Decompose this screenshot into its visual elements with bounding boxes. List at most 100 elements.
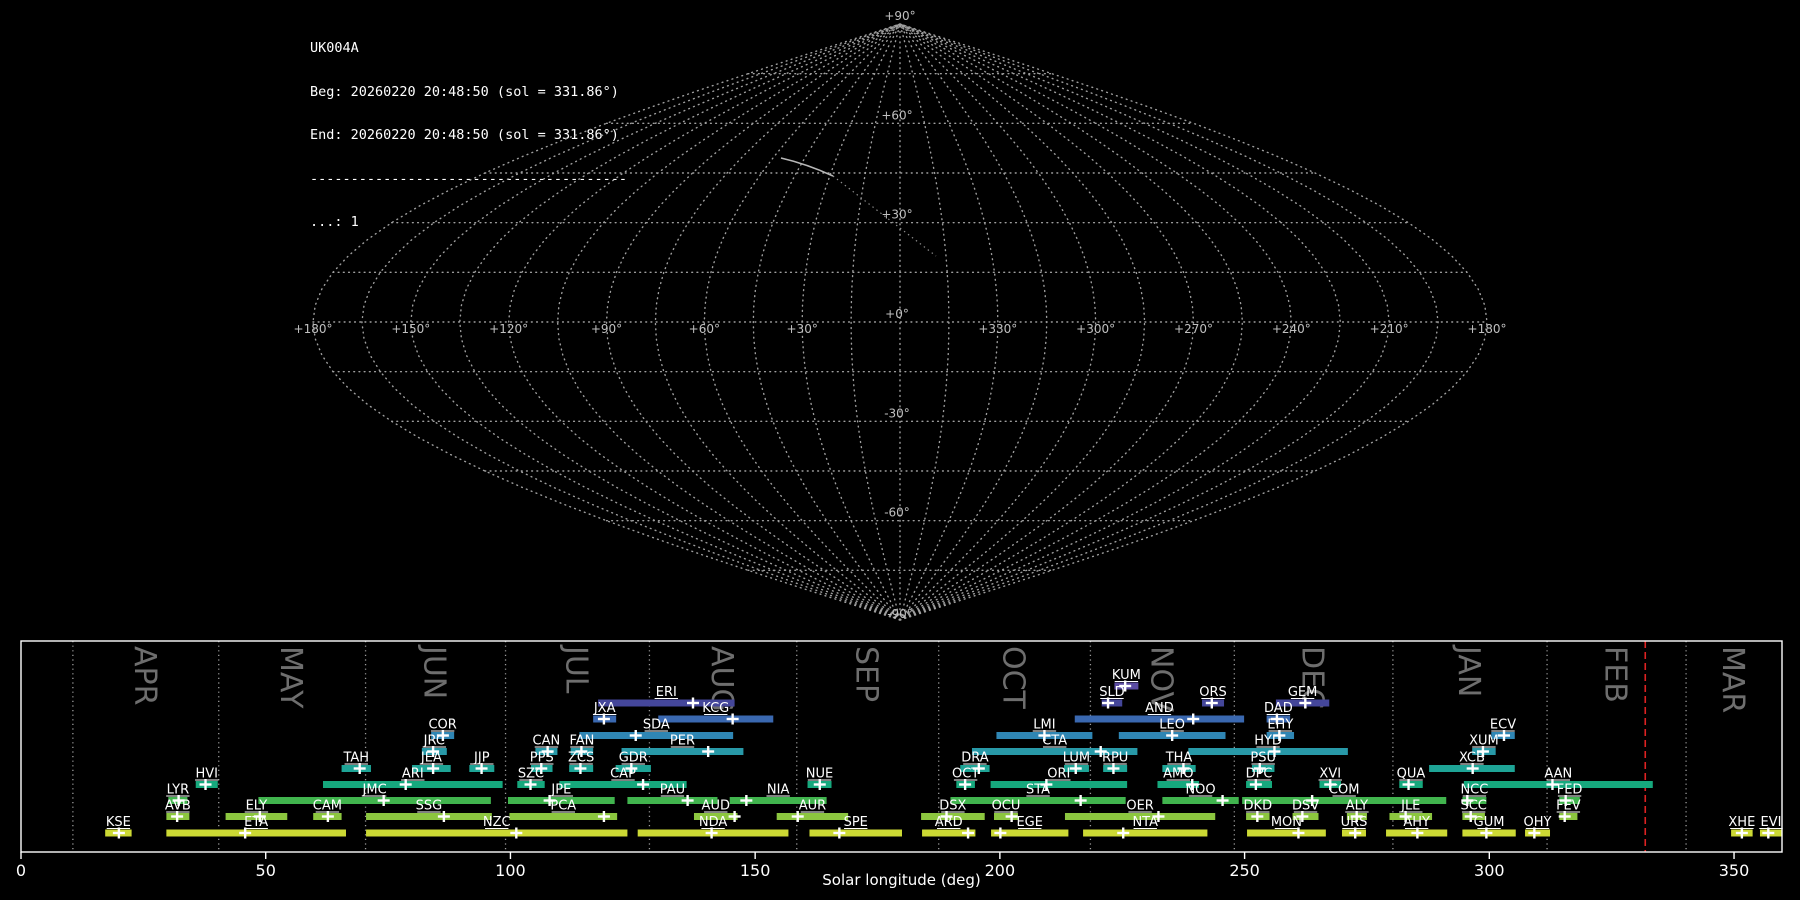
longitude-label: +150° bbox=[391, 322, 430, 336]
shower-label-DPC: DPC bbox=[1246, 767, 1273, 782]
shower-label-FEV: FEV bbox=[1556, 799, 1581, 814]
shower-bar-SDA bbox=[579, 732, 734, 739]
shower-label-NCC: NCC bbox=[1460, 783, 1488, 798]
shower-bar-ORI bbox=[990, 781, 1128, 788]
shower-label-ARI: ARI bbox=[402, 767, 424, 782]
shower-label-OCU: OCU bbox=[992, 799, 1021, 814]
shower-label-HVI: HVI bbox=[195, 767, 218, 782]
x-tick-label: 300 bbox=[1474, 861, 1505, 880]
month-label-NOV: NOV bbox=[1143, 646, 1178, 713]
meridian-line bbox=[556, 23, 901, 621]
shower-label-CAM: CAM bbox=[313, 799, 342, 814]
latitude-label: +0° bbox=[885, 307, 909, 321]
shower-label-OCT: OCT bbox=[952, 767, 979, 782]
shower-label-AUR: AUR bbox=[799, 799, 826, 814]
shower-label-ORI: ORI bbox=[1047, 767, 1070, 782]
header-separator: --------------------------------------- bbox=[310, 170, 627, 187]
shower-label-JPE: JPE bbox=[550, 783, 571, 798]
meridian-line bbox=[899, 23, 1244, 621]
meridian-line bbox=[899, 23, 1195, 621]
shower-activity-chart: APR MAY JUN JUL AUG SEP OCT NOV DEC JAN FEB MARKUME… bbox=[16, 640, 1783, 889]
meridian-line bbox=[899, 23, 999, 621]
shower-label-LMI: LMI bbox=[1033, 718, 1055, 733]
longitude-label: +180° bbox=[1468, 322, 1507, 336]
shower-label-NTA: NTA bbox=[1132, 815, 1158, 830]
shower-label-LYR: LYR bbox=[167, 783, 190, 798]
shower-label-NUE: NUE bbox=[806, 767, 833, 782]
longitude-label: +300° bbox=[1076, 322, 1115, 336]
shower-label-PPS: PPS bbox=[530, 751, 554, 766]
shower-label-XHE: XHE bbox=[1728, 815, 1755, 830]
shower-label-ALY: ALY bbox=[1346, 799, 1368, 814]
shower-label-SZC: SZC bbox=[518, 767, 544, 782]
shower-label-NDA: NDA bbox=[699, 815, 728, 830]
shower-label-JXA: JXA bbox=[593, 701, 616, 716]
shower-bar-NCC bbox=[1462, 797, 1487, 804]
shower-label-QUA: QUA bbox=[1397, 767, 1426, 782]
shower-label-JJP: JJP bbox=[473, 751, 490, 766]
meridian-line bbox=[752, 23, 901, 621]
shower-bar-CTA bbox=[971, 748, 1138, 755]
shower-label-AVB: AVB bbox=[165, 799, 191, 814]
shower-label-KSE: KSE bbox=[106, 815, 131, 830]
shower-label-JMC: JMC bbox=[362, 783, 387, 798]
shower-label-GUM: GUM bbox=[1474, 815, 1505, 830]
shower-label-DKD: DKD bbox=[1244, 799, 1273, 814]
shower-bar-STA bbox=[950, 797, 1126, 804]
meridian-line bbox=[410, 23, 901, 621]
shower-label-MON: MON bbox=[1271, 815, 1302, 830]
shower-label-THA: THA bbox=[1165, 751, 1193, 766]
shower-bar-HYD bbox=[1188, 748, 1348, 755]
meteor-trail bbox=[780, 157, 937, 257]
shower-bar-AUR bbox=[776, 813, 849, 820]
shower-label-JLE: JLE bbox=[1400, 799, 1420, 814]
shower-label-AMO: AMO bbox=[1163, 767, 1193, 782]
shower-label-PER: PER bbox=[670, 734, 695, 749]
celestial-grid bbox=[312, 23, 1488, 621]
shower-label-DSV: DSV bbox=[1292, 799, 1319, 814]
month-label-JAN: JAN bbox=[1451, 644, 1486, 697]
longitude-label: +210° bbox=[1370, 322, 1409, 336]
longitude-label: +30° bbox=[787, 322, 818, 336]
month-label-APR: APR bbox=[127, 646, 162, 705]
celestial-grid-labels: +90° -90° +60° +30° +0° -30° -60° +180° +150° +12… bbox=[294, 9, 1507, 621]
shower-label-PCA: PCA bbox=[550, 799, 576, 814]
shower-bar-JMC bbox=[258, 797, 491, 804]
shower-bar-COM bbox=[1242, 797, 1447, 804]
shower-bar-EGE bbox=[991, 829, 1069, 837]
shower-bar-SPE bbox=[809, 829, 902, 837]
chart-frame bbox=[20, 640, 1783, 853]
shower-label-PAU: PAU bbox=[660, 783, 685, 798]
shower-label-RPU: RPU bbox=[1102, 751, 1128, 766]
shower-label-NIA: NIA bbox=[767, 783, 790, 798]
shower-label-XUM: XUM bbox=[1469, 734, 1499, 749]
shower-label-SLD: SLD bbox=[1099, 685, 1125, 700]
shower-label-AUD: AUD bbox=[702, 799, 730, 814]
shower-label-ARD: ARD bbox=[935, 815, 963, 830]
x-axis-title: Solar longitude (deg) bbox=[822, 871, 980, 889]
shower-label-EGE: EGE bbox=[1016, 815, 1043, 830]
shower-label-GDR: GDR bbox=[619, 751, 648, 766]
shower-label-ZCS: ZCS bbox=[568, 751, 594, 766]
shower-label-ERI: ERI bbox=[656, 685, 677, 700]
station-id: UK004A bbox=[310, 40, 359, 56]
shower-bar-AUD bbox=[693, 813, 738, 820]
shower-label-AHY: AHY bbox=[1403, 815, 1430, 830]
month-label-FEB: FEB bbox=[1598, 646, 1633, 703]
shower-bar-PAU bbox=[627, 797, 718, 804]
shower-bar-AND bbox=[1074, 715, 1245, 723]
shower-label-KUM: KUM bbox=[1112, 668, 1141, 683]
x-tick-label: 250 bbox=[1229, 861, 1260, 880]
month-label-JUN: JUN bbox=[417, 644, 452, 699]
longitude-label: +270° bbox=[1174, 322, 1213, 336]
shower-label-URS: URS bbox=[1341, 815, 1368, 830]
x-tick-label: 50 bbox=[256, 861, 276, 880]
shower-label-COR: COR bbox=[428, 718, 456, 733]
end-time: End: 20260220 20:48:50 (sol = 331.86°) bbox=[310, 127, 619, 143]
meridian-line bbox=[899, 23, 1342, 621]
begin-time: Beg: 20260220 20:48:50 (sol = 331.86°) bbox=[310, 83, 619, 100]
longitude-label: +330° bbox=[978, 322, 1017, 336]
x-tick-label: 0 bbox=[16, 861, 26, 880]
shower-bar-NTA bbox=[1083, 829, 1208, 837]
